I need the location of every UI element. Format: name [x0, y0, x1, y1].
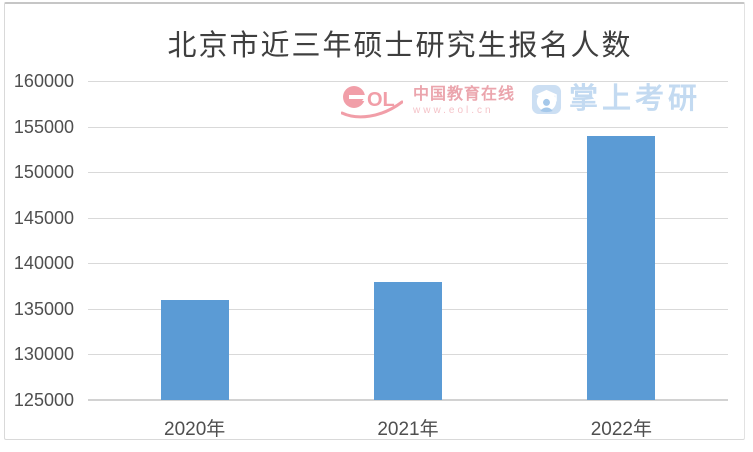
x-axis-label: 2020年 — [164, 419, 226, 440]
gridline — [88, 172, 728, 174]
y-axis-label: 125000 — [13, 390, 74, 410]
eol-watermark: OL 中国教育在线 www.eol.cn — [341, 80, 515, 122]
gridline — [88, 81, 728, 82]
graduation-cap-icon — [531, 84, 562, 114]
zhangshang-kaoyan-text: 掌上考研 — [569, 83, 702, 115]
zhangshang-kaoyan-watermark: 掌上考研 — [531, 82, 701, 116]
y-axis-label: 135000 — [13, 298, 74, 319]
x-axis-label: 2022年 — [590, 419, 652, 440]
y-axis-label: 145000 — [13, 207, 74, 228]
eol-watermark-url: www.eol.cn — [413, 104, 494, 116]
eol-logo-icon: OL — [341, 86, 403, 119]
eol-watermark-text: 中国教育在线 www.eol.cn — [413, 86, 515, 117]
y-axis-label: 155000 — [13, 116, 74, 137]
gridline — [88, 263, 728, 265]
bar-2020年 — [160, 299, 229, 400]
x-axis-line — [88, 399, 728, 401]
plot-area: 125000 130000 135000 140000 145000 150000 1550… — [14, 71, 728, 440]
y-axis-label: 150000 — [13, 162, 74, 183]
bar-2022年 — [587, 135, 656, 400]
bar-2021年 — [374, 281, 442, 400]
y-axis-label: 160000 — [13, 71, 74, 91]
chart-title: 北京市近三年硕士研究生报名人数 — [167, 30, 633, 62]
gridline — [88, 126, 728, 128]
x-axis-label: 2021年 — [377, 419, 439, 440]
eol-logo-ol-text: OL — [367, 89, 395, 111]
eol-watermark-name: 中国教育在线 — [413, 85, 516, 103]
gridline — [88, 217, 728, 219]
y-axis-label: 130000 — [13, 344, 74, 365]
y-axis-label: 140000 — [13, 253, 74, 274]
